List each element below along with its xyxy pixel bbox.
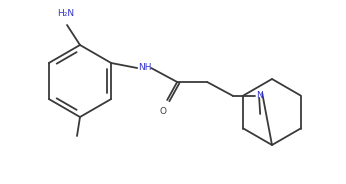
- Text: H₂N: H₂N: [57, 9, 74, 18]
- Text: N: N: [256, 91, 263, 100]
- Text: O: O: [160, 107, 167, 116]
- Text: NH: NH: [138, 63, 152, 72]
